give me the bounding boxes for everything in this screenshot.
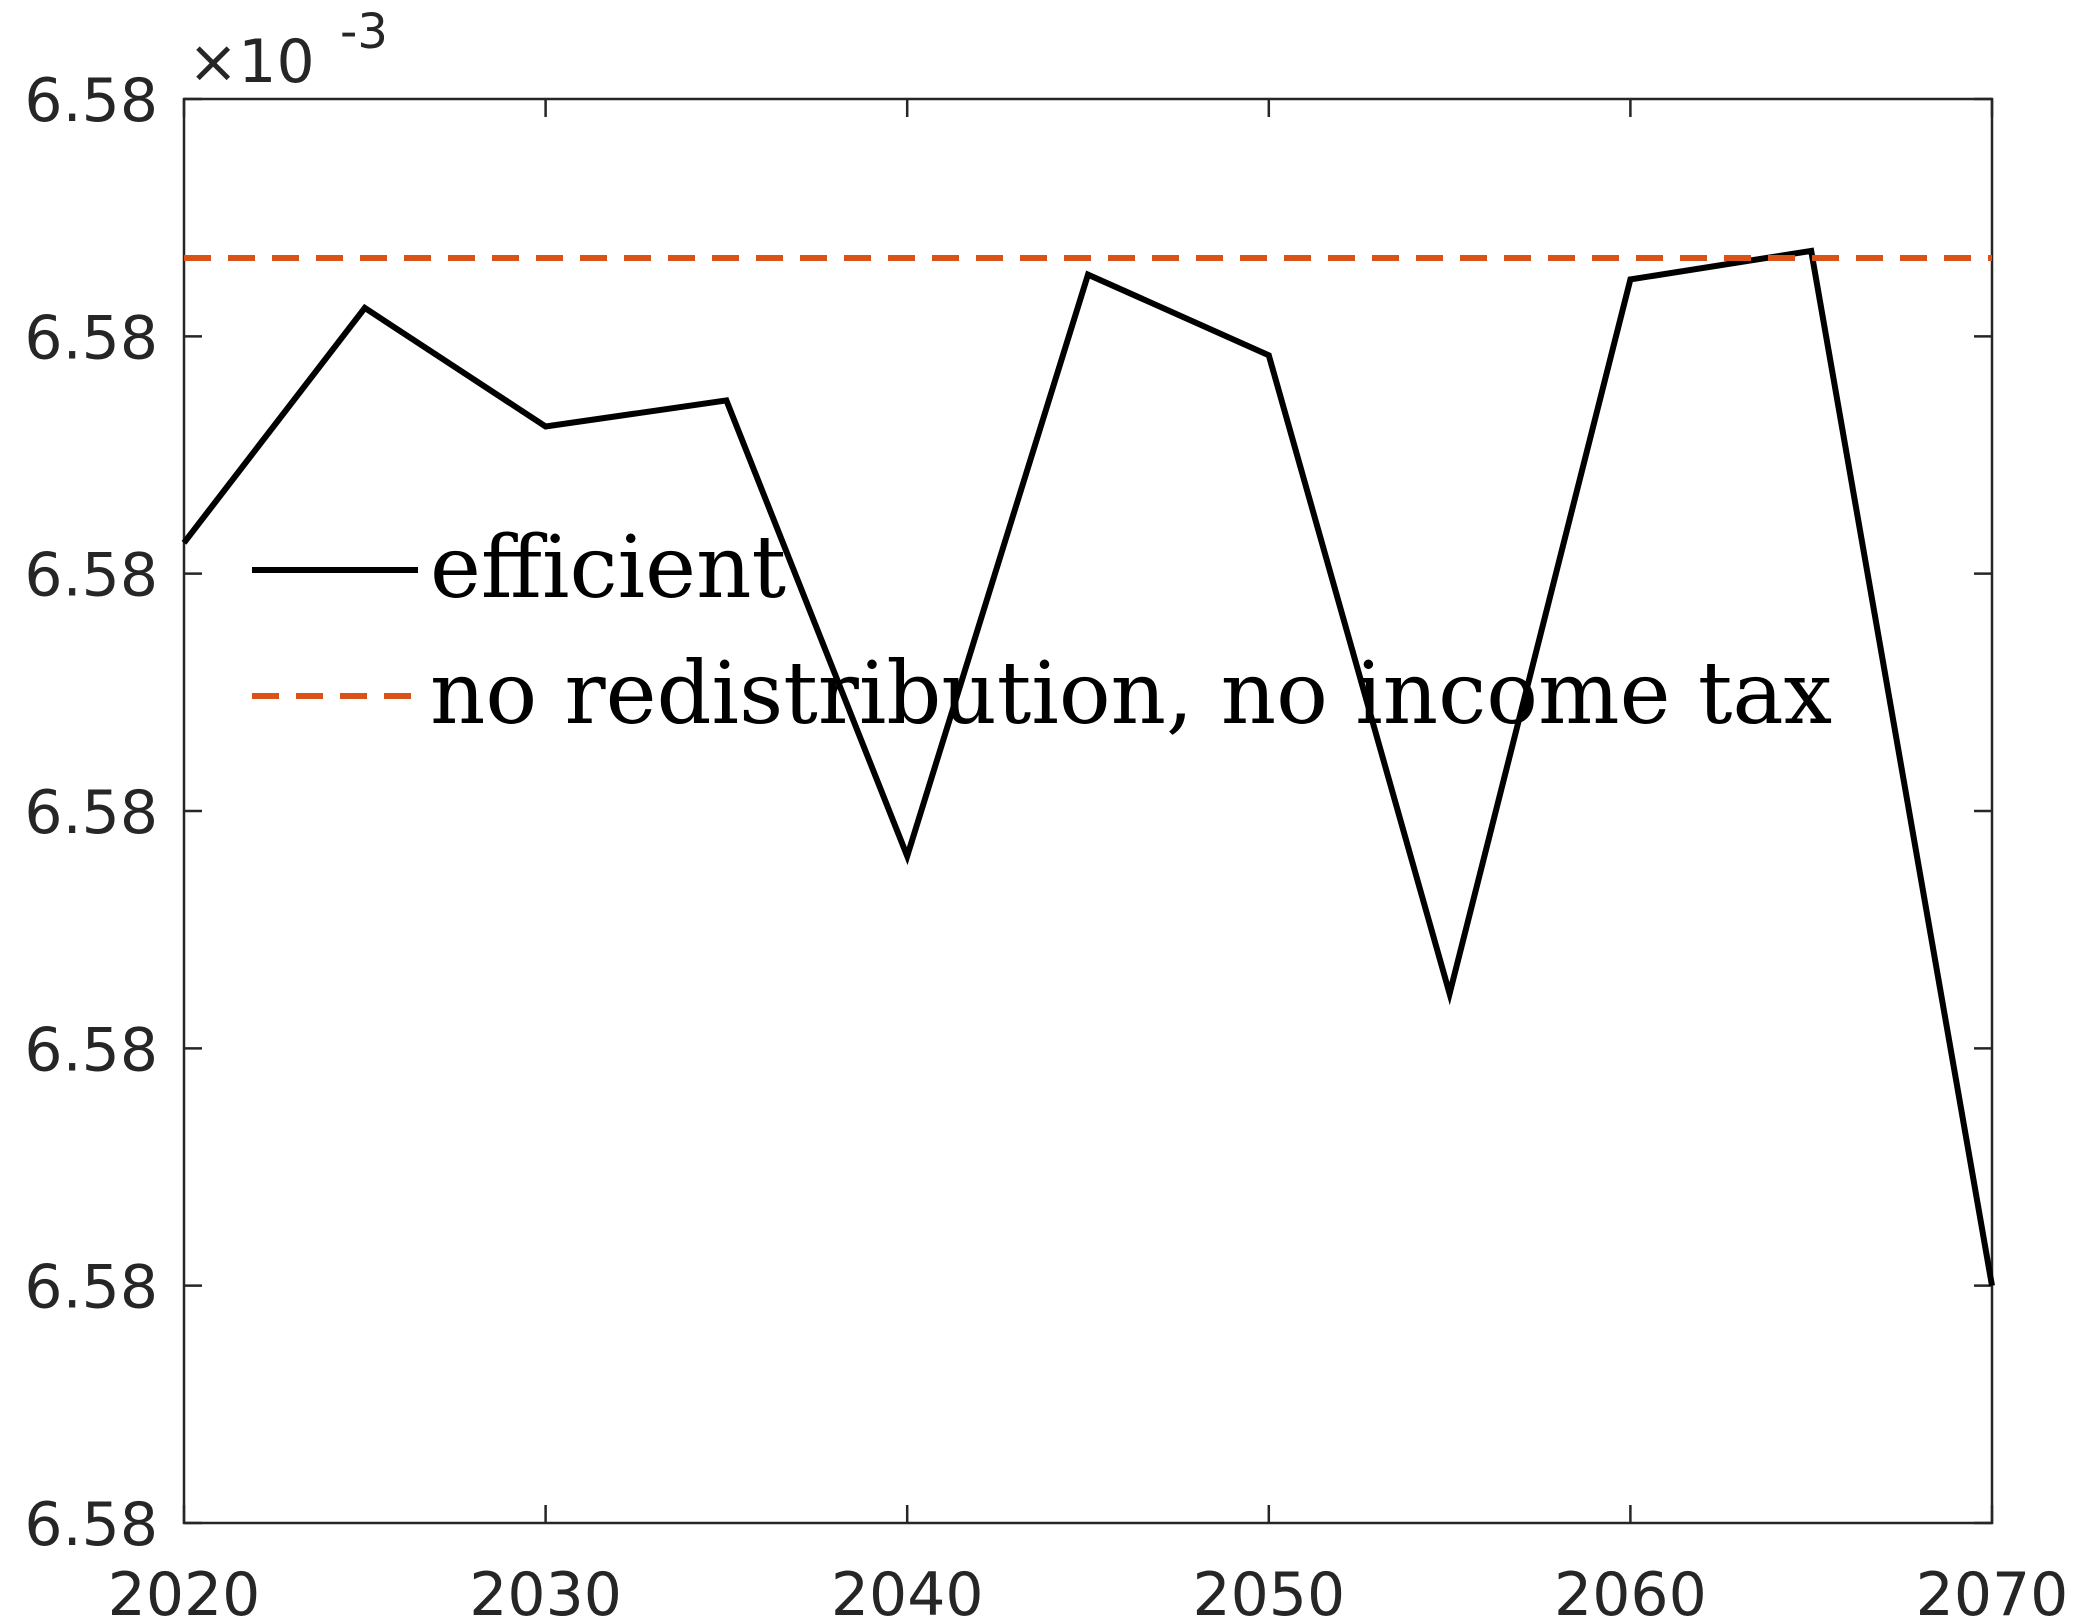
legend-label-efficient: efficient [430, 518, 786, 618]
y-tick-label: 6.58 [24, 1015, 158, 1085]
x-tick-label: 2050 [1192, 1560, 1345, 1622]
y-exponent-power: -3 [340, 4, 388, 60]
legend: efficient no redistribution, no income t… [252, 518, 1832, 744]
x-tick-label: 2030 [469, 1560, 622, 1622]
y-tick-label: 6.58 [24, 66, 158, 136]
x-tick-label: 2040 [831, 1560, 984, 1622]
x-tick-label: 2020 [108, 1560, 261, 1622]
x-tick-label: 2070 [1916, 1560, 2069, 1622]
y-exponent-base: ×10 [188, 27, 315, 97]
series-line-efficient [181, 247, 1995, 1287]
y-tick-label: 6.58 [24, 303, 158, 373]
y-axis-exponent: ×10 -3 [188, 4, 388, 97]
y-tick-label: 6.58 [24, 1253, 158, 1323]
legend-label-no-redistribution: no redistribution, no income tax [430, 644, 1832, 744]
y-tick-label: 6.58 [24, 778, 158, 848]
axes: 2020 2030 2040 2050 2060 2070 6.58 6.58 6.58 6.58… [24, 66, 2068, 1622]
x-tick-label: 2060 [1554, 1560, 1707, 1622]
y-tick-label: 6.58 [24, 541, 158, 611]
y-tick-label: 6.58 [24, 1490, 158, 1560]
series-layer [181, 247, 1995, 1287]
plot-frame [182, 97, 1994, 1525]
